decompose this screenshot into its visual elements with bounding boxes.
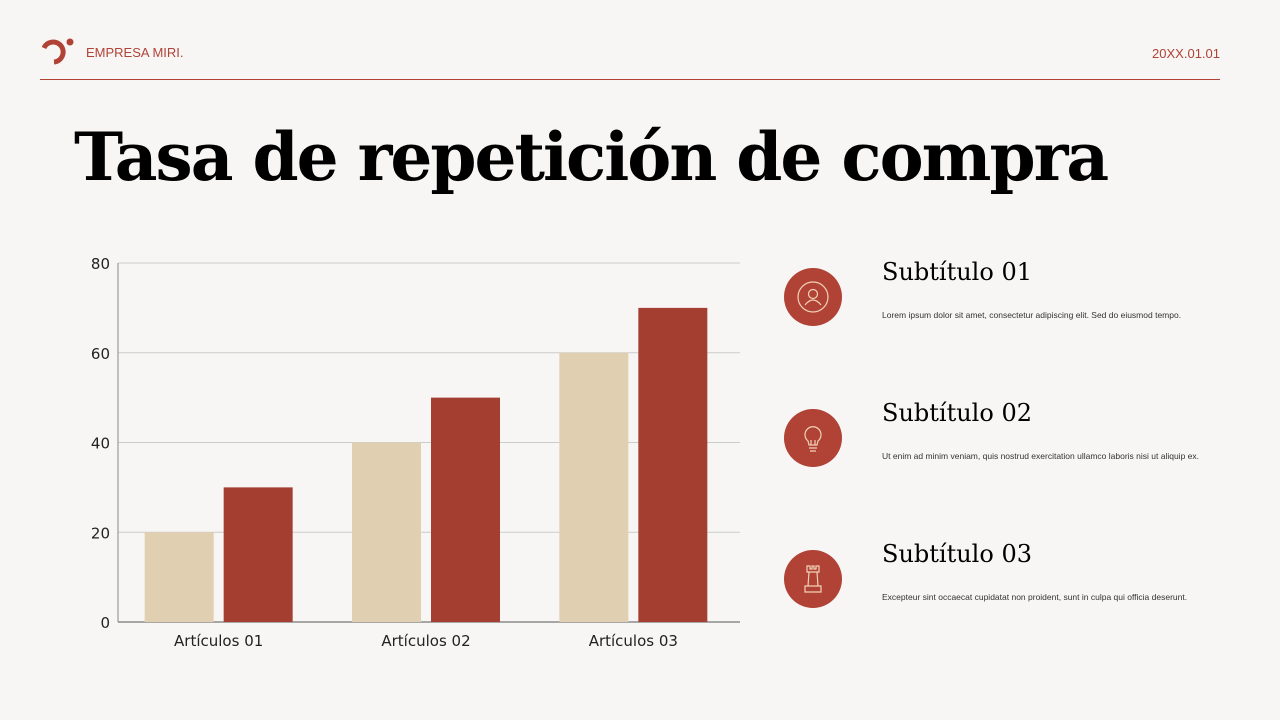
x-tick-label: Artículos 02 xyxy=(381,632,470,650)
y-tick-label: 60 xyxy=(91,345,110,363)
lightbulb-icon xyxy=(784,409,842,467)
x-tick-label: Artículos 03 xyxy=(589,632,678,650)
logo-icon xyxy=(41,38,74,65)
item-text: Ut enim ad minim veniam, quis nostrud ex… xyxy=(882,451,1200,461)
date: 20XX.01.01 xyxy=(1152,46,1220,61)
page-title: Tasa de repetición de compra xyxy=(74,118,1109,196)
bar-1-1 xyxy=(144,532,214,622)
item-title: Subtítulo 02 xyxy=(882,399,1032,427)
bar-1-3 xyxy=(559,352,629,622)
bar-1-2 xyxy=(352,442,421,622)
item-text: Lorem ipsum dolor sit amet, consectetur … xyxy=(882,310,1182,320)
x-tick-label: Artículos 01 xyxy=(174,632,263,650)
y-tick-label: 80 xyxy=(91,255,110,273)
chess-rook-icon xyxy=(784,550,842,608)
bar-chart: 0 20 40 60 80 Artículos 01 Artículos 02 Artícul… xyxy=(91,255,740,650)
y-tick-label: 0 xyxy=(100,614,110,632)
company-name: EMPRESA MIRI. xyxy=(86,44,184,60)
y-tick-label: 40 xyxy=(91,435,110,453)
user-icon xyxy=(784,268,842,326)
bar-2-3 xyxy=(638,307,708,622)
bar-2-1 xyxy=(223,487,293,622)
item-text: Excepteur sint occaecat cupidatat non pr… xyxy=(882,592,1188,602)
bar-2-2 xyxy=(431,397,500,622)
brand: EMPRESA MIRI. xyxy=(40,38,184,66)
item-title: Subtítulo 03 xyxy=(882,540,1032,568)
header-divider xyxy=(40,79,1220,80)
item-title: Subtítulo 01 xyxy=(882,258,1032,286)
y-tick-label: 20 xyxy=(91,524,110,542)
